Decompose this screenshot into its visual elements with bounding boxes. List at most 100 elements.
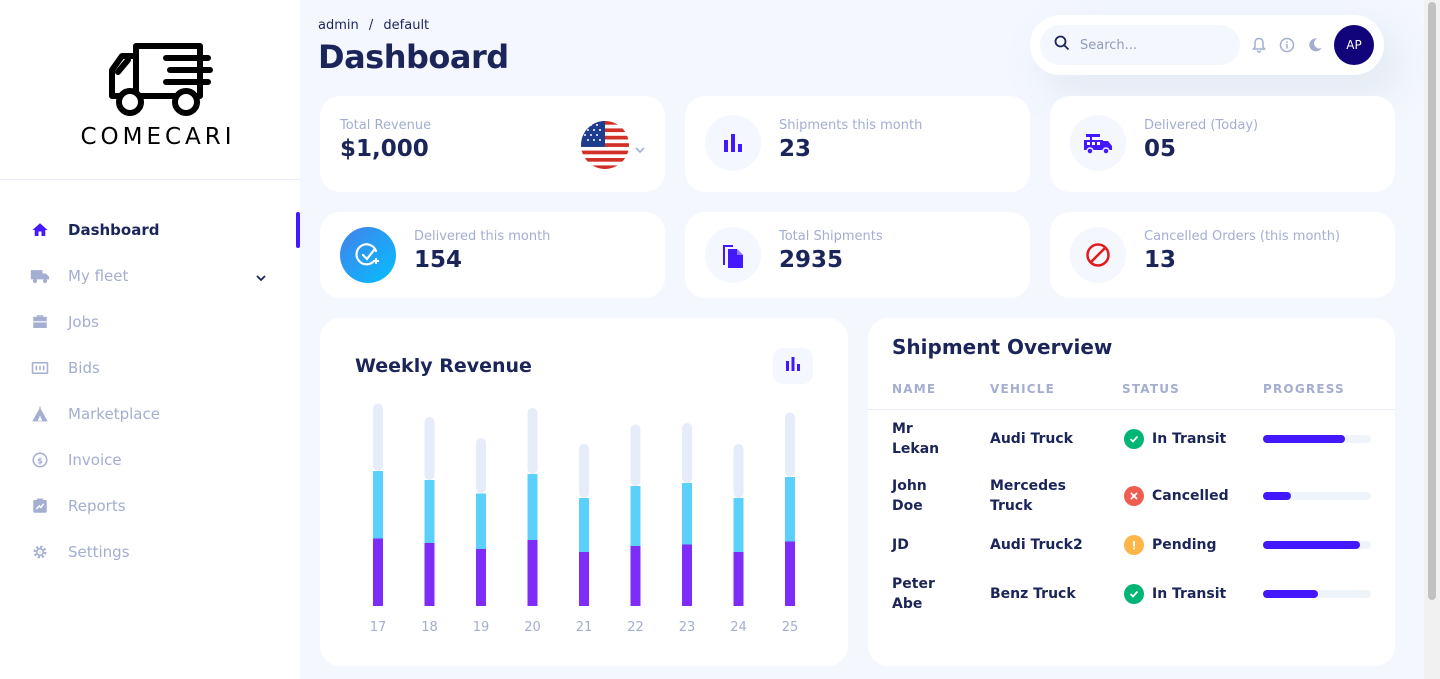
us-flag-icon[interactable] <box>581 121 629 169</box>
svg-text:$: $ <box>37 455 43 465</box>
stat-card-shipments-month: Shipments this month 23 <box>685 96 1030 192</box>
cancel-icon <box>1070 227 1126 283</box>
x-tick-label: 22 <box>627 620 644 635</box>
table-row[interactable]: JD Audi Truck2 Pending <box>868 535 1395 555</box>
breadcrumb-item[interactable]: default <box>383 18 430 33</box>
sidebar-item-marketplace[interactable]: Marketplace <box>0 391 300 437</box>
page-scrollbar[interactable] <box>1424 0 1440 679</box>
brand-logo[interactable]: COMECARI <box>0 0 300 180</box>
name-cell: JD <box>892 537 909 553</box>
breadcrumb-separator: / <box>368 18 374 33</box>
column-header[interactable]: VEHICLE <box>990 382 1056 396</box>
bar-segment[interactable] <box>527 408 538 474</box>
x-tick-label: 18 <box>421 620 438 635</box>
sidebar-item-label: Settings <box>68 543 130 561</box>
home-icon <box>30 220 50 240</box>
chevron-down-icon[interactable] <box>255 269 267 288</box>
scrollbar-thumb[interactable] <box>1428 2 1436 600</box>
x-tick-label: 19 <box>473 620 490 635</box>
column-header[interactable]: NAME <box>892 382 937 396</box>
bar-segment[interactable] <box>630 486 641 546</box>
name-cell: Peter Abe <box>892 574 935 614</box>
column-header[interactable]: PROGRESS <box>1263 382 1345 396</box>
bar-segment[interactable] <box>476 493 486 550</box>
bar-segment[interactable] <box>630 546 641 606</box>
sidebar-item-dashboard[interactable]: Dashboard <box>0 207 300 253</box>
bar-segment[interactable] <box>579 552 589 606</box>
vehicle-cell: Benz Truck <box>990 586 1076 602</box>
bar-segment[interactable] <box>424 543 435 606</box>
table-row[interactable]: Peter Abe Benz Truck In Transit <box>868 574 1395 614</box>
table-row[interactable]: Mr Lekan Audi Truck In Transit <box>868 419 1395 459</box>
invoice-icon: $ <box>30 450 50 470</box>
bar-segment[interactable] <box>476 549 486 606</box>
bar-segment[interactable] <box>785 412 795 478</box>
search-icon <box>1054 35 1070 55</box>
name-line: Peter <box>892 576 935 592</box>
progress-fill <box>1263 590 1319 598</box>
gear-icon <box>30 542 50 562</box>
fire-truck-icon <box>1070 115 1126 171</box>
chevron-down-icon[interactable] <box>634 140 646 159</box>
bell-icon[interactable] <box>1250 36 1268 54</box>
bar-segment[interactable] <box>733 552 744 606</box>
bar-segment[interactable] <box>733 498 744 552</box>
status-text: In Transit <box>1152 431 1227 447</box>
bar-segment[interactable] <box>785 541 795 607</box>
sidebar-item-bids[interactable]: Bids <box>0 345 300 391</box>
bar-segment[interactable] <box>682 544 692 607</box>
status-text: Pending <box>1152 537 1217 553</box>
sidebar-item-my-fleet[interactable]: My fleet <box>0 253 300 299</box>
weekly-revenue-card: 17 18 19 20 21 22 23 24 25 Weekly Revenue <box>320 318 848 666</box>
bar-segment[interactable] <box>630 424 641 487</box>
info-icon[interactable] <box>1278 36 1296 54</box>
sidebar-item-settings[interactable]: Settings <box>0 529 300 575</box>
progress-fill <box>1263 492 1292 500</box>
bar-segment[interactable] <box>373 403 383 472</box>
table-row[interactable]: John Doe Mercedes Truck Cancelled <box>868 476 1395 516</box>
bar-segment[interactable] <box>785 477 795 542</box>
chart-options-button[interactable] <box>773 348 813 384</box>
moon-icon[interactable] <box>1306 36 1324 54</box>
warning-icon <box>1124 535 1144 555</box>
bar-segment[interactable] <box>733 444 744 498</box>
progress-bar <box>1263 590 1371 598</box>
bar-segment[interactable] <box>682 423 692 483</box>
bar-segment[interactable] <box>682 483 692 545</box>
sidebar-item-label: Marketplace <box>68 405 160 423</box>
stat-label: Cancelled Orders (this month) <box>1144 229 1341 244</box>
bar-segment[interactable] <box>373 538 383 607</box>
name-line: Doe <box>892 498 923 514</box>
avatar[interactable]: AP <box>1334 25 1374 65</box>
bar-segment[interactable] <box>476 438 486 494</box>
progress-bar <box>1263 435 1371 443</box>
stat-card-total-revenue: Total Revenue $1,000 <box>320 96 665 192</box>
vehicle-cell: Mercedes Truck <box>990 476 1066 516</box>
table-divider <box>868 409 1395 410</box>
bar-segment[interactable] <box>527 474 538 540</box>
sidebar-item-label: Invoice <box>68 451 122 469</box>
breadcrumb-item[interactable]: admin <box>318 18 359 33</box>
stat-card-total-shipments: Total Shipments 2935 <box>685 212 1030 298</box>
progress-fill <box>1263 541 1361 549</box>
sidebar-item-jobs[interactable]: Jobs <box>0 299 300 345</box>
search-input[interactable] <box>1080 37 1230 53</box>
vehicle-line: Truck <box>990 498 1033 514</box>
bar-segment[interactable] <box>579 444 589 498</box>
sidebar-item-label: Dashboard <box>68 221 160 239</box>
sidebar-item-invoice[interactable]: $ Invoice <box>0 437 300 483</box>
bar-segment[interactable] <box>373 471 383 539</box>
sidebar-item-reports[interactable]: Reports <box>0 483 300 529</box>
progress-fill <box>1263 435 1346 443</box>
progress-bar <box>1263 492 1371 500</box>
bar-segment[interactable] <box>579 498 589 552</box>
sidebar: COMECARI Dashboard My fleet Jobs <box>0 0 300 679</box>
sidebar-item-label: Reports <box>68 497 126 515</box>
tent-icon <box>30 404 50 424</box>
bar-segment[interactable] <box>527 540 538 606</box>
bar-segment[interactable] <box>424 480 435 543</box>
bar-segment[interactable] <box>424 417 435 480</box>
name-line: John <box>892 478 927 494</box>
column-header[interactable]: STATUS <box>1122 382 1181 396</box>
name-cell: Mr Lekan <box>892 419 939 459</box>
